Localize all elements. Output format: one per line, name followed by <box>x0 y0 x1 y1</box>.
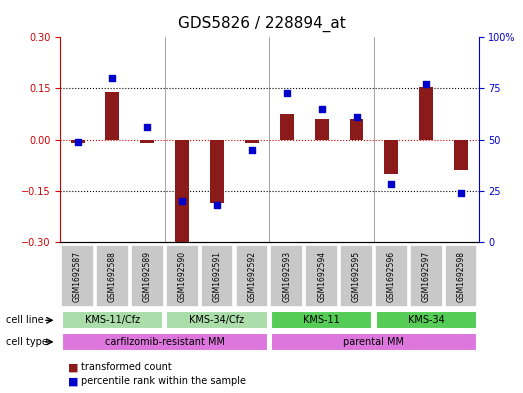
Point <box>143 124 152 130</box>
Text: ■: ■ <box>68 376 78 386</box>
Bar <box>305 245 338 307</box>
Point <box>108 75 117 81</box>
Text: GSM1692596: GSM1692596 <box>387 250 396 302</box>
Text: transformed count: transformed count <box>81 362 172 373</box>
Bar <box>106 92 119 140</box>
Point <box>353 114 361 120</box>
Bar <box>271 333 477 351</box>
Bar <box>131 245 164 307</box>
Point <box>73 138 82 145</box>
Bar <box>454 140 468 170</box>
Text: KMS-11/Cfz: KMS-11/Cfz <box>85 315 140 325</box>
Point <box>387 181 395 187</box>
Bar <box>61 245 94 307</box>
Bar <box>62 333 268 351</box>
Text: cell type: cell type <box>6 337 48 347</box>
Bar <box>140 140 154 143</box>
Text: KMS-34/Cfz: KMS-34/Cfz <box>189 315 245 325</box>
Text: GSM1692589: GSM1692589 <box>143 251 152 301</box>
Text: GDS5826 / 228894_at: GDS5826 / 228894_at <box>178 16 345 32</box>
Bar <box>201 245 233 307</box>
Text: GSM1692587: GSM1692587 <box>73 251 82 301</box>
Bar <box>71 140 85 143</box>
Bar <box>410 245 442 307</box>
Point <box>248 147 256 153</box>
Bar <box>349 119 363 140</box>
Text: ■: ■ <box>68 362 78 373</box>
Bar <box>280 114 294 140</box>
Text: GSM1692597: GSM1692597 <box>422 250 431 302</box>
Bar <box>270 245 303 307</box>
Bar <box>62 311 163 329</box>
Text: percentile rank within the sample: percentile rank within the sample <box>81 376 246 386</box>
Bar <box>245 140 259 143</box>
Text: KMS-11: KMS-11 <box>303 315 340 325</box>
Point <box>213 202 221 208</box>
Point <box>317 106 326 112</box>
Bar <box>210 140 224 202</box>
Bar <box>175 140 189 242</box>
Text: carfilzomib-resistant MM: carfilzomib-resistant MM <box>105 337 225 347</box>
Bar <box>166 245 199 307</box>
Text: GSM1692593: GSM1692593 <box>282 250 291 302</box>
Bar <box>445 245 477 307</box>
Bar <box>384 140 399 174</box>
Point <box>457 189 465 196</box>
Bar <box>340 245 373 307</box>
Bar <box>315 119 328 140</box>
Text: GSM1692595: GSM1692595 <box>352 250 361 302</box>
Text: cell line: cell line <box>6 315 44 325</box>
Text: GSM1692598: GSM1692598 <box>457 251 465 301</box>
Text: GSM1692592: GSM1692592 <box>247 251 256 301</box>
Bar <box>419 87 433 140</box>
Text: GSM1692588: GSM1692588 <box>108 251 117 301</box>
Point <box>282 89 291 95</box>
Bar <box>376 311 477 329</box>
Text: GSM1692594: GSM1692594 <box>317 250 326 302</box>
Point <box>178 198 186 204</box>
Bar <box>271 311 372 329</box>
Text: GSM1692590: GSM1692590 <box>178 250 187 302</box>
Text: GSM1692591: GSM1692591 <box>212 251 222 301</box>
Bar <box>235 245 268 307</box>
Text: KMS-34: KMS-34 <box>408 315 445 325</box>
Bar <box>96 245 129 307</box>
Bar <box>166 311 268 329</box>
Point <box>422 81 430 88</box>
Text: parental MM: parental MM <box>344 337 404 347</box>
Bar <box>375 245 408 307</box>
